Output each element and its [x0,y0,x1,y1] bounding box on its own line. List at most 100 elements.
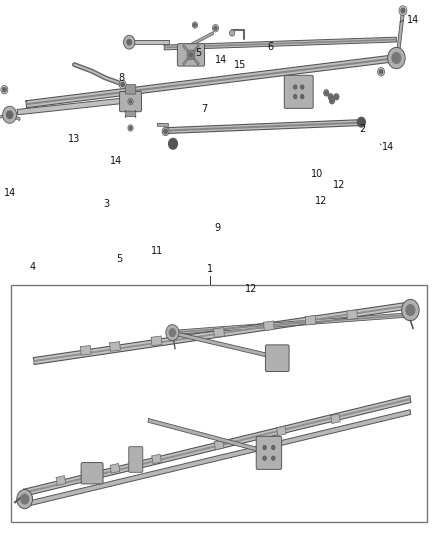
Circle shape [401,8,405,13]
Circle shape [192,22,198,28]
Circle shape [293,85,297,89]
Circle shape [129,126,132,130]
Polygon shape [0,114,10,118]
Polygon shape [183,58,189,65]
Circle shape [164,130,167,134]
FancyBboxPatch shape [256,437,282,470]
Polygon shape [110,464,120,473]
Text: 13: 13 [68,134,80,143]
FancyBboxPatch shape [129,447,143,472]
Polygon shape [24,395,411,496]
FancyBboxPatch shape [11,285,427,522]
FancyBboxPatch shape [265,345,289,372]
Circle shape [300,85,304,89]
Text: 12: 12 [315,197,328,206]
Polygon shape [81,345,91,356]
Circle shape [334,94,339,100]
Text: 8: 8 [118,74,124,83]
Circle shape [329,98,335,104]
Circle shape [294,95,296,98]
Polygon shape [148,418,269,454]
Circle shape [324,90,329,96]
FancyBboxPatch shape [125,110,136,118]
Polygon shape [26,54,397,108]
FancyBboxPatch shape [125,85,136,94]
Polygon shape [56,475,66,486]
Polygon shape [193,45,199,52]
Text: 12: 12 [333,181,345,190]
Circle shape [329,95,332,99]
Circle shape [272,447,274,449]
Polygon shape [81,470,91,480]
Polygon shape [152,454,161,464]
Polygon shape [214,440,224,450]
Circle shape [127,39,131,45]
Circle shape [170,329,176,336]
Circle shape [169,139,177,149]
Text: 2: 2 [359,124,365,134]
Polygon shape [171,314,410,333]
Polygon shape [171,313,410,335]
Circle shape [119,80,126,88]
Circle shape [357,117,365,127]
Circle shape [124,35,135,49]
FancyBboxPatch shape [81,463,103,484]
Text: 14: 14 [110,156,123,166]
Polygon shape [164,39,396,49]
Polygon shape [305,316,316,325]
Circle shape [379,70,383,74]
Polygon shape [183,45,189,52]
Circle shape [128,99,133,105]
Text: 14: 14 [4,189,17,198]
Circle shape [272,446,275,450]
Circle shape [406,305,415,316]
Circle shape [212,25,219,32]
Polygon shape [9,114,20,120]
Circle shape [301,86,303,88]
Circle shape [121,82,124,86]
FancyBboxPatch shape [177,44,205,66]
Circle shape [378,68,385,76]
Polygon shape [24,398,410,494]
Circle shape [21,494,28,504]
Circle shape [194,23,196,27]
Polygon shape [34,304,410,362]
Polygon shape [166,122,359,132]
Polygon shape [214,328,224,337]
Circle shape [230,30,235,36]
Circle shape [1,85,8,94]
Circle shape [325,91,328,94]
Polygon shape [164,37,396,50]
Text: 7: 7 [201,104,208,114]
Text: 14: 14 [407,15,420,25]
Polygon shape [171,331,278,359]
Text: 4: 4 [30,262,36,271]
Circle shape [399,6,407,15]
Text: 3: 3 [103,199,109,209]
Circle shape [328,94,333,100]
Polygon shape [347,310,357,320]
Circle shape [293,94,297,99]
Circle shape [166,325,179,341]
Polygon shape [331,414,340,424]
Circle shape [331,99,333,102]
Polygon shape [151,336,162,346]
Circle shape [264,457,265,459]
Circle shape [392,53,401,63]
Circle shape [189,52,193,57]
Text: 5: 5 [195,49,201,58]
Polygon shape [33,302,411,365]
Circle shape [294,86,296,88]
Text: 15: 15 [234,60,247,70]
Circle shape [335,95,338,99]
Polygon shape [166,120,359,134]
Circle shape [7,111,13,118]
Circle shape [300,94,304,99]
FancyBboxPatch shape [284,75,313,108]
Polygon shape [397,15,404,49]
Text: 6: 6 [267,42,273,52]
Circle shape [129,100,132,103]
Text: 14: 14 [215,55,227,64]
Polygon shape [264,321,274,331]
Circle shape [3,106,17,123]
